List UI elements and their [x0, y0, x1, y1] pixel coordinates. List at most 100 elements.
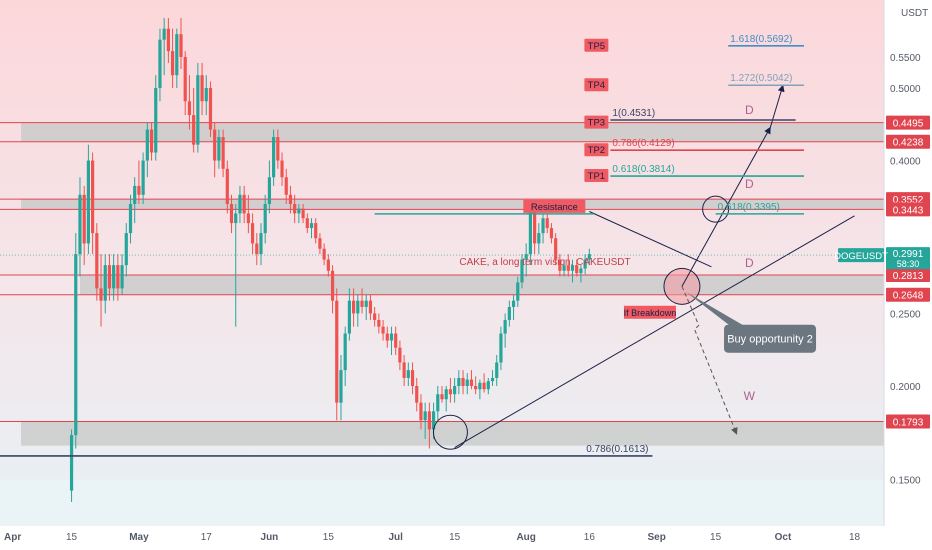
- price-label-5: 0.2648: [893, 291, 924, 302]
- candle-body-8: [103, 265, 107, 301]
- candle-body-112: [541, 218, 545, 234]
- candle-body-69: [360, 300, 364, 307]
- breakdown-badge: [623, 305, 676, 319]
- candle-body-40: [238, 194, 242, 214]
- x-tick-11: 15: [710, 532, 722, 543]
- x-tick-7: 15: [449, 532, 461, 543]
- fib-label-5: 0.618(0.3395): [718, 202, 780, 213]
- candle-body-121: [579, 268, 583, 274]
- current-price-countdown: 58:30: [897, 259, 920, 269]
- price-label-bg-5: [886, 287, 930, 302]
- candle-body-7: [99, 288, 103, 301]
- candle-body-17: [141, 160, 145, 195]
- tp-badge-2: [584, 115, 609, 129]
- candle-body-85: [427, 411, 431, 430]
- candle-body-86: [431, 411, 436, 430]
- candle-body-76: [389, 333, 394, 341]
- x-tick-8: Aug: [516, 532, 535, 543]
- candle-body-5: [91, 160, 95, 234]
- candle-body-23: [166, 28, 170, 52]
- x-tick-10: Sep: [648, 532, 666, 543]
- candle-body-53: [293, 203, 297, 214]
- symbol-tag-bg: [838, 248, 884, 263]
- candle-body-72: [373, 313, 377, 320]
- candle-body-32: [204, 87, 208, 102]
- wave-label-3: W: [744, 389, 756, 403]
- candle-body-49: [276, 137, 280, 161]
- candle-body-13: [124, 233, 128, 266]
- candle-body-95: [469, 379, 474, 386]
- x-tick-13: 18: [849, 532, 861, 543]
- wave-label-2: D: [745, 256, 754, 270]
- candle-body-67: [352, 300, 356, 314]
- candle-body-46: [263, 203, 267, 234]
- price-label-4: 0.2813: [893, 271, 924, 282]
- candle-body-0: [69, 435, 74, 491]
- callout-box: [724, 324, 817, 353]
- x-tick-2: May: [129, 532, 149, 543]
- x-tick-9: 16: [584, 532, 596, 543]
- tp-label-3: TP2: [588, 145, 605, 156]
- candle-body-63: [335, 300, 339, 403]
- wave-label-1: D: [745, 177, 754, 191]
- candle-body-2: [78, 194, 82, 255]
- price-label-bg-1: [886, 134, 930, 149]
- x-tick-0: Apr: [4, 532, 21, 543]
- candle-body-119: [570, 265, 575, 271]
- tp-label-1: TP4: [588, 80, 605, 91]
- candle-body-47: [267, 177, 272, 204]
- candle-body-35: [217, 137, 221, 161]
- candle-body-80: [406, 370, 410, 378]
- price-label-2: 0.3552: [893, 195, 924, 206]
- symbol-tag: DOGEUSDT: [834, 251, 888, 262]
- candle-body-59: [318, 238, 322, 249]
- candle-body-96: [474, 385, 478, 390]
- candle-body-16: [137, 185, 141, 195]
- candle-body-81: [410, 370, 415, 386]
- candle-body-57: [309, 223, 314, 229]
- candle-body-120: [575, 265, 579, 274]
- candle-body-108: [524, 254, 528, 260]
- candle-body-12: [120, 265, 124, 289]
- bottom-circle: [432, 414, 468, 450]
- candle-body-21: [158, 39, 162, 88]
- price-label-1: 0.4238: [893, 138, 924, 149]
- candle-body-122: [583, 259, 587, 269]
- candle-body-79: [402, 362, 406, 378]
- price-label-bg-6: [886, 414, 930, 429]
- targets-layer: TP5 TP4 TP3 TP2 TP1: [584, 38, 609, 183]
- candle-body-61: [326, 259, 330, 271]
- candle-body-88: [440, 394, 444, 400]
- candle-body-31: [200, 75, 204, 102]
- candle-body-58: [314, 223, 318, 239]
- candle-body-10: [112, 265, 116, 289]
- candle-body-109: [528, 208, 532, 255]
- resistance-badge: [523, 199, 586, 213]
- candle-body-26: [179, 34, 183, 57]
- fib-label-6: 0.786(0.1613): [586, 444, 648, 455]
- x-tick-12: Oct: [775, 532, 792, 543]
- candle-body-27: [183, 56, 187, 102]
- chart-title: CAKE, a long term vision. CAKEUSDT: [459, 257, 630, 268]
- candle-body-93: [461, 377, 465, 386]
- time-axis-panel: [0, 526, 932, 550]
- candle-body-82: [415, 385, 419, 403]
- candle-body-97: [478, 382, 482, 390]
- candle-body-37: [225, 168, 229, 204]
- tp-badge-0: [584, 38, 609, 52]
- tp-badge-3: [584, 143, 609, 157]
- candle-body-101: [495, 362, 499, 378]
- candle-body-39: [234, 213, 238, 224]
- descending-trendline: [589, 211, 712, 268]
- candle-body-83: [419, 402, 423, 421]
- candle-body-33: [208, 87, 213, 130]
- fib-label-0: 1.618(0.5692): [730, 34, 792, 45]
- fib-label-3: 0.786(0.4129): [612, 138, 674, 149]
- candle-body-89: [444, 389, 448, 400]
- candle-body-103: [503, 319, 507, 334]
- y-tick-0: 0.5500: [890, 53, 921, 64]
- zone-band-1: [21, 199, 885, 210]
- candle-body-56: [305, 218, 309, 229]
